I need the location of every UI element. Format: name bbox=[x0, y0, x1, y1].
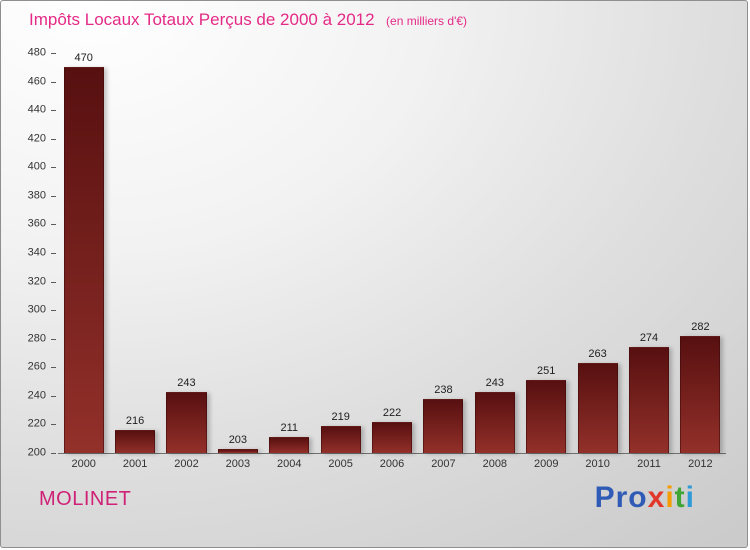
y-tick-label: 400 bbox=[27, 160, 46, 173]
bar-slot: 203 bbox=[212, 53, 263, 453]
y-tick-label: 280 bbox=[27, 332, 46, 345]
title-row: Impôts Locaux Totaux Perçus de 2000 à 20… bbox=[29, 10, 467, 30]
bar-value-label: 203 bbox=[228, 433, 248, 446]
bar-slot: 211 bbox=[264, 53, 315, 453]
y-tick-label: 320 bbox=[27, 275, 46, 288]
bar-slot: 238 bbox=[418, 53, 469, 453]
x-tick-label: 2001 bbox=[122, 458, 148, 470]
y-tick-mark bbox=[51, 367, 56, 369]
bar bbox=[526, 380, 567, 453]
bar-value-label: 238 bbox=[434, 383, 453, 396]
x-tick-label: 2008 bbox=[482, 458, 508, 470]
bar-value-label: 216 bbox=[125, 415, 145, 428]
y-tick-label: 300 bbox=[27, 303, 46, 316]
logo-letter: i bbox=[685, 481, 695, 514]
y-tick-mark bbox=[51, 453, 56, 454]
bar-slot: 263 bbox=[572, 53, 623, 453]
x-tick-label: 2010 bbox=[585, 458, 610, 470]
x-tick-label: 2002 bbox=[174, 458, 199, 470]
y-tick-mark bbox=[51, 81, 56, 83]
bar bbox=[63, 67, 104, 453]
y-tick-mark bbox=[51, 53, 56, 54]
bar bbox=[680, 335, 721, 453]
bar-value-label: 470 bbox=[74, 52, 93, 65]
y-tick-label: 200 bbox=[27, 446, 46, 459]
y-tick-mark bbox=[51, 167, 56, 169]
bar bbox=[269, 437, 310, 453]
y-tick-label: 220 bbox=[27, 417, 46, 430]
y-tick-label: 340 bbox=[27, 246, 46, 259]
x-tick-label: 2007 bbox=[431, 458, 456, 470]
x-labels: 2000 2001 2002 2003 2004 2005 2006 2007 2008 2009… bbox=[58, 458, 726, 470]
page-subtitle: (en milliers d'€) bbox=[386, 14, 468, 28]
bar bbox=[423, 398, 464, 453]
bar-slot: 470 bbox=[58, 53, 109, 453]
bar-value-label: 219 bbox=[331, 410, 350, 423]
y-tick-mark bbox=[51, 338, 56, 340]
y-tick-label: 420 bbox=[27, 132, 46, 145]
proxiti-logo: Proxiti bbox=[595, 481, 695, 515]
bar-value-label: 263 bbox=[588, 348, 607, 360]
x-tick-label: 2012 bbox=[688, 458, 713, 470]
y-tick-label: 360 bbox=[27, 217, 46, 230]
y-tick-label: 260 bbox=[27, 360, 46, 373]
logo-letter: x bbox=[647, 481, 666, 514]
bar-value-label: 243 bbox=[485, 376, 504, 389]
y-tick-label: 380 bbox=[27, 189, 46, 202]
x-tick-label: 2000 bbox=[71, 458, 96, 470]
bar-slot: 282 bbox=[675, 53, 726, 453]
y-tick-mark bbox=[51, 424, 56, 426]
x-tick-label: 2006 bbox=[379, 458, 405, 470]
bar-slot: 243 bbox=[161, 53, 212, 453]
y-tick-label: 460 bbox=[27, 75, 46, 88]
bar-slot: 219 bbox=[315, 53, 366, 453]
bar bbox=[217, 448, 258, 453]
y-tick-mark bbox=[51, 110, 56, 112]
y-tick-mark bbox=[51, 281, 56, 283]
bar bbox=[577, 363, 618, 453]
bar bbox=[166, 391, 207, 453]
page-title: Impôts Locaux Totaux Perçus de 2000 à 20… bbox=[29, 10, 375, 29]
y-tick-mark bbox=[51, 195, 56, 197]
logo-letter: o bbox=[628, 481, 648, 514]
bar bbox=[628, 347, 670, 453]
y-tick-mark bbox=[51, 224, 56, 226]
y-tick-label: 240 bbox=[27, 389, 46, 402]
x-tick-label: 2005 bbox=[328, 458, 353, 470]
bar-slot: 251 bbox=[521, 53, 572, 453]
bar-slot: 222 bbox=[366, 53, 417, 453]
bar-value-label: 274 bbox=[639, 332, 659, 345]
logo-letter: P bbox=[594, 481, 616, 514]
bar bbox=[320, 425, 361, 453]
logo-letter: t bbox=[674, 481, 686, 514]
x-tick-label: 2009 bbox=[533, 458, 559, 470]
bar bbox=[372, 421, 413, 453]
y-tick-mark bbox=[51, 253, 56, 254]
bar bbox=[474, 391, 515, 453]
bar-value-label: 282 bbox=[691, 320, 710, 333]
bar-value-label: 243 bbox=[177, 376, 196, 389]
bar-slot: 243 bbox=[469, 53, 520, 453]
bar-value-label: 222 bbox=[382, 406, 402, 419]
bars: 470 216 243 203 211 219 222 238 243 251 263 274 282 bbox=[58, 53, 726, 453]
bar-value-label: 211 bbox=[280, 422, 299, 435]
plot-area: 470 216 243 203 211 219 222 238 243 251 263 274 282 bbox=[58, 53, 726, 454]
y-tick-mark bbox=[51, 138, 56, 140]
x-tick-label: 2011 bbox=[637, 458, 661, 470]
x-tick-label: 2003 bbox=[225, 458, 251, 470]
bar-slot: 216 bbox=[109, 53, 160, 453]
logo-letter: i bbox=[665, 481, 675, 514]
logo-letter: r bbox=[615, 481, 629, 514]
y-tick-mark bbox=[51, 310, 56, 312]
y-tick-label: 440 bbox=[27, 103, 46, 116]
bar-slot: 274 bbox=[623, 53, 674, 453]
y-tick-mark bbox=[51, 395, 56, 397]
y-tick-label: 480 bbox=[27, 46, 46, 59]
bar bbox=[115, 430, 156, 453]
y-axis: 200 220 240 260 280 300 320 340 360 380 400 420 440 4… bbox=[1, 47, 56, 458]
bar-value-label: 251 bbox=[537, 365, 556, 378]
location-label: MOLINET bbox=[39, 488, 132, 510]
x-tick-label: 2004 bbox=[277, 458, 302, 470]
